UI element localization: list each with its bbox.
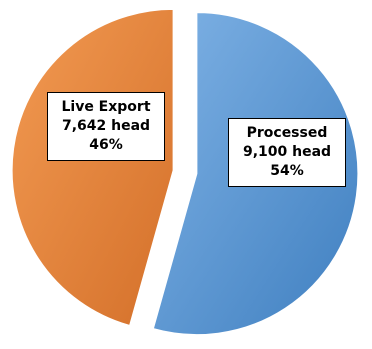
pie-slice-live-export <box>11 8 174 326</box>
label-live-export-name: Live Export <box>61 99 151 115</box>
data-label-processed: Processed 9,100 head 54% <box>228 118 346 187</box>
label-processed-value: 9,100 head <box>242 144 332 160</box>
label-live-export-value: 7,642 head <box>61 118 151 134</box>
label-processed-name: Processed <box>246 125 328 141</box>
label-live-export-percent: 46% <box>89 137 123 153</box>
data-label-live-export: Live Export 7,642 head 46% <box>47 92 165 161</box>
label-processed-percent: 54% <box>270 163 304 179</box>
